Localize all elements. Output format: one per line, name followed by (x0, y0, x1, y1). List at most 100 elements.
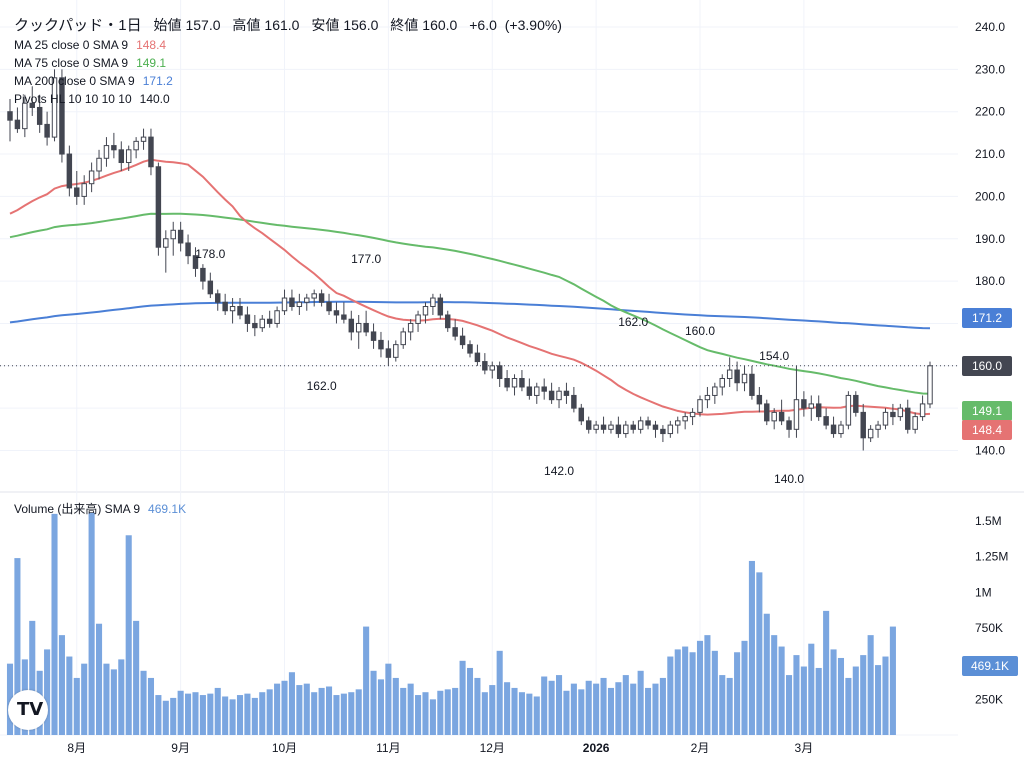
candle-body (838, 424, 844, 435)
candle-body (437, 297, 444, 316)
volume-bar (222, 696, 229, 735)
price-badge (962, 401, 1012, 421)
price-axis[interactable]: 240.0230.0220.0210.0200.0190.0180.0170.0… (975, 20, 1005, 458)
price-tick-label: 210.0 (975, 147, 1005, 161)
volume-bar (415, 695, 422, 735)
pivot-label: 154.0 (759, 349, 789, 363)
candle-body (793, 399, 800, 430)
volume-bar (81, 663, 88, 735)
candle-body (125, 149, 132, 164)
volume-bar (682, 646, 689, 735)
volume-bar (340, 693, 347, 735)
legend-pivots[interactable]: Pivots HL 10 10 10 10 140.0 (14, 92, 170, 106)
time-tick-label: 12月 (480, 741, 505, 755)
candle-body (215, 293, 221, 303)
volume-bar (14, 558, 21, 735)
volume-bar (511, 687, 518, 735)
candle-body (764, 403, 770, 422)
pivot-label: 142.0 (544, 464, 574, 478)
volume-bar (481, 692, 488, 735)
legend-ma25-name: MA 25 close 0 SMA 9 (14, 38, 129, 52)
candle-body (422, 306, 429, 316)
price-badge-label: 148.4 (972, 423, 1002, 437)
candle-body (7, 111, 13, 121)
candle-body (912, 416, 918, 430)
candle-body (155, 166, 162, 248)
volume-bar (177, 690, 184, 735)
candle-body (830, 424, 837, 435)
candle-body (289, 297, 295, 308)
legend-ma25[interactable]: MA 25 close 0 SMA 9 148.4 (14, 38, 166, 52)
candle-body (370, 331, 377, 341)
volume-bar (348, 692, 355, 735)
candle-body (44, 123, 50, 138)
volume-bar (518, 692, 525, 735)
volume-bar (325, 686, 333, 735)
volume-bar (214, 687, 221, 735)
candle-body (170, 229, 176, 240)
candle-body (637, 420, 644, 430)
volume-bar (370, 670, 377, 735)
candle-body (504, 378, 510, 388)
candle-body (111, 145, 117, 151)
volume-bar (162, 700, 169, 735)
candle-body (808, 403, 815, 409)
volume-bar (429, 699, 436, 735)
volume-tick-label: 1M (975, 585, 992, 599)
candle-body (393, 344, 399, 358)
volume-bar (444, 689, 451, 735)
legend-ma200[interactable]: MA 200 close 0 SMA 9 171.2 (14, 74, 173, 88)
candle-body (266, 318, 273, 324)
price-tick-label: 180.0 (975, 274, 1005, 288)
candle-body (623, 424, 629, 435)
candle-body (29, 102, 35, 108)
candle-body (741, 373, 748, 384)
volume-badge (962, 656, 1018, 676)
volume-bar (823, 610, 830, 735)
ma200-path (9, 300, 931, 330)
candle-body (615, 424, 622, 435)
volume-bar (585, 680, 592, 735)
pivot-label: 178.0 (195, 247, 225, 261)
volume-axis[interactable]: 1.5M 1.25M 1M 750K 250K (975, 514, 1008, 706)
volume-bar (852, 666, 859, 735)
candle-body (689, 411, 696, 418)
candle-body (919, 403, 926, 418)
candle-body (749, 373, 755, 396)
volume-bar (593, 683, 600, 735)
pivot-labels: 178.0 177.0 162.0 162.0 160.0 142.0 154.0 140.0 (195, 247, 804, 486)
candle-body (222, 301, 228, 312)
price-tick-label: 240.0 (975, 20, 1005, 34)
candle-body (756, 394, 763, 405)
volume-bar (185, 693, 192, 735)
volume-bar (103, 663, 110, 735)
candle-body (192, 255, 199, 269)
volume-bar (377, 679, 385, 735)
legend-ma75-value: 149.1 (136, 56, 167, 70)
candle-body (74, 187, 80, 197)
volume-bar (229, 699, 236, 735)
volume-bar (652, 683, 659, 735)
volume-bar (889, 626, 896, 735)
volume-bar (711, 650, 718, 735)
volume-bar (199, 695, 206, 735)
candle-body (385, 348, 392, 358)
candle-body (652, 424, 659, 430)
symbol-title[interactable]: クックパッド・1日 (14, 17, 142, 34)
candle-body (378, 339, 384, 350)
volume-bar (236, 695, 244, 735)
legend-volume[interactable]: Volume (出来高) SMA 9 469.1K (14, 500, 186, 517)
tradingview-logo[interactable]: TV (8, 690, 48, 730)
volume-bar (533, 696, 540, 735)
legend-pivots-name: Pivots HL 10 10 10 10 (14, 92, 132, 106)
volume-bar (719, 675, 726, 735)
time-axis[interactable]: 8月 9月 10月 11月 12月 2026 2月 3月 (67, 741, 813, 755)
volume-bar (860, 655, 867, 735)
legend-ma75[interactable]: MA 75 close 0 SMA 9 149.1 (14, 56, 166, 70)
volume-bar (133, 620, 140, 735)
volume-bar (785, 675, 793, 735)
volume-tick-label: 250K (975, 692, 1003, 706)
volume-bar (66, 656, 73, 735)
candle-body (645, 420, 651, 426)
